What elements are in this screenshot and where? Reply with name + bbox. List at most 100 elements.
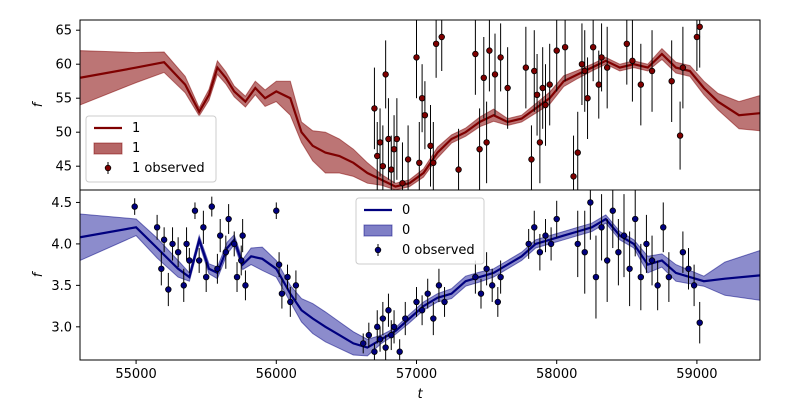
observed-point [561, 44, 569, 51]
observed-point [385, 135, 392, 143]
observed-point [637, 273, 645, 281]
observed-point [191, 207, 199, 214]
observed-point [679, 64, 687, 71]
observed-point [539, 84, 546, 92]
y-tick-label: 4.5 [51, 196, 72, 211]
y-tick-label: 60 [55, 58, 72, 73]
legend-frame [355, 197, 485, 265]
observed-point [376, 336, 384, 343]
y-tick-label: 4.0 [51, 237, 72, 252]
observed-point [404, 156, 412, 163]
y-tick-label: 55 [55, 92, 72, 107]
observed-point [494, 298, 502, 306]
observed-point [483, 139, 490, 146]
top-plot-area [80, 20, 760, 190]
observed-point [696, 319, 703, 326]
observed-point [131, 203, 138, 210]
observed-point [365, 331, 373, 339]
observed-point [592, 273, 600, 281]
observed-point [531, 67, 538, 75]
legend-band-swatch [363, 224, 393, 237]
observed-point [584, 94, 591, 102]
observed-point [371, 105, 378, 112]
bottom-plot-area [80, 190, 760, 360]
observed-point [623, 40, 631, 47]
observed-point [609, 207, 616, 214]
observed-point [574, 240, 581, 248]
observed-point [676, 132, 684, 139]
observed-point [489, 282, 496, 289]
observed-point [385, 307, 392, 314]
mean-line [80, 52, 760, 188]
observed-point [292, 282, 300, 289]
observed-point [696, 23, 703, 30]
observed-point [183, 240, 190, 248]
observed-point [632, 215, 639, 223]
observed-point [665, 273, 673, 281]
observed-point [238, 257, 245, 264]
observed-point [637, 81, 645, 88]
observed-point [427, 142, 434, 149]
observed-point [399, 179, 406, 187]
y-tick-label: 3.5 [51, 279, 72, 294]
observed-point [595, 81, 602, 88]
legend-entry-label: 0 observed [402, 243, 475, 258]
observed-point [483, 265, 490, 272]
observed-point [660, 224, 667, 231]
observed-point [648, 67, 656, 75]
observed-point [480, 74, 487, 81]
bottom-y-axis-label: f [31, 270, 46, 277]
y-tick-label: 50 [55, 126, 72, 141]
observed-point [233, 273, 241, 281]
observed-point [531, 224, 538, 231]
observed-point [273, 207, 280, 214]
observed-point [648, 257, 656, 264]
bottom-panel: 3.0 3.5 4.0 4.5 55000 56000 57000 58000 59000 f… [31, 189, 761, 400]
observed-point [472, 50, 479, 58]
observed-point [390, 145, 398, 153]
observed-point [654, 282, 661, 289]
x-tick-label: 57000 [396, 367, 437, 382]
uncertainty-band [80, 47, 760, 190]
legend-entry-label: 1 [132, 141, 140, 156]
x-axis-label: t [417, 387, 423, 400]
legend-point-swatch [104, 164, 112, 172]
observed-point [476, 145, 483, 153]
legend-entry-label: 0 [402, 223, 410, 238]
observed-point [581, 248, 588, 256]
observed-point [379, 315, 387, 322]
observed-point [643, 240, 650, 248]
observed-point [202, 273, 210, 281]
observed-point [542, 101, 549, 109]
observed-point [388, 331, 395, 339]
top-panel: 45 50 55 60 65 f 1 1 1 observed [31, 19, 761, 191]
observed-point [690, 282, 698, 289]
observed-point [574, 149, 581, 156]
observed-point [169, 240, 176, 248]
observed-point [287, 298, 294, 306]
observed-point [393, 135, 401, 143]
observed-point [158, 265, 165, 272]
y-tick-label: 3.0 [51, 320, 72, 335]
observed-point [242, 282, 249, 289]
observed-point [553, 47, 560, 54]
observed-point [374, 323, 381, 331]
legend-frame [85, 115, 217, 183]
observed-point [390, 323, 398, 331]
observed-point [581, 67, 588, 75]
observed-point [153, 224, 161, 231]
observed-point [388, 166, 395, 173]
observed-point [504, 84, 511, 92]
legend-entry-label: 1 [132, 121, 140, 136]
observed-point [225, 215, 232, 223]
bottom-legend: 0 0 0 observed [355, 197, 485, 265]
observed-point [497, 54, 504, 61]
observed-point [432, 40, 440, 47]
observed-point [477, 290, 485, 297]
observed-point [186, 257, 193, 264]
observed-point [200, 224, 207, 231]
top-legend: 1 1 1 observed [85, 115, 217, 183]
y-tick-label: 45 [55, 160, 72, 175]
observed-point [598, 54, 605, 61]
observed-point [424, 290, 431, 297]
